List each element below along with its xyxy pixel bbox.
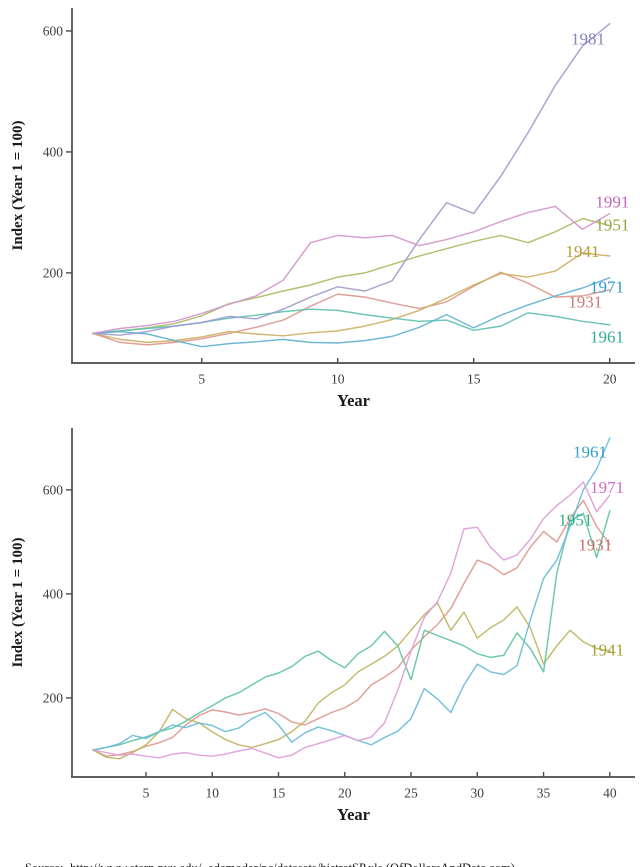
series-line-1991 [92,205,611,335]
series-line-1941 [92,602,611,760]
series-direct-label-1941: 1941 [590,641,624,660]
footer: Source: http://www.stern.nyu.edu/~adamod… [25,829,515,867]
footer-source-line: Source: http://www.stern.nyu.edu/~adamod… [25,861,515,867]
series-direct-label-1931: 1931 [568,292,602,311]
bottom-chart: 200 400 600 5 10 15 20 25 30 35 40 1931 1941 1951 1961… [10,428,635,820]
y-tick-label: 200 [43,690,64,705]
series-line-1971 [92,481,611,759]
series-direct-label-1961: 1961 [573,442,607,461]
x-tick-label: 10 [331,372,345,387]
series-direct-label-1951: 1951 [595,216,629,235]
y-tick-label: 600 [43,482,64,497]
x-axis-title: Year [337,805,370,820]
series-line-1941 [92,252,611,344]
x-tick-label: 25 [404,786,418,801]
series-line-1971 [92,276,611,348]
x-tick-label: 5 [198,372,205,387]
series-line-1951 [92,217,611,335]
series-direct-label-1931: 1931 [578,536,612,555]
series-line-1931 [92,499,611,757]
series-line-1981 [92,22,611,336]
x-tick-label: 30 [471,786,485,801]
series-direct-label-1941: 1941 [566,242,600,261]
x-axis-title: Year [337,391,370,410]
x-tick-label: 35 [537,786,551,801]
series-direct-label-1971: 1971 [590,277,624,296]
x-tick-label: 40 [603,786,617,801]
series-direct-label-1961: 1961 [590,327,624,346]
x-tick-label: 20 [338,786,352,801]
y-tick-label: 600 [43,23,64,38]
series-direct-label-1981: 1981 [571,29,605,48]
x-tick-label: 10 [205,786,219,801]
series-direct-label-1951: 1951 [558,511,592,530]
x-tick-label: 20 [603,372,617,387]
x-tick-label: 15 [467,372,481,387]
y-axis-title: Index (Year 1 = 100) [10,121,26,251]
x-tick-label: 15 [272,786,286,801]
y-tick-label: 400 [43,144,64,159]
top-chart: 200 400 600 5 10 15 20 1931 1941 1951 1961 1971 1981… [10,8,635,410]
series-direct-label-1971: 1971 [590,478,624,497]
y-tick-label: 400 [43,586,64,601]
y-axis-title: Index (Year 1 = 100) [10,538,26,668]
x-tick-label: 5 [143,786,150,801]
y-tick-label: 200 [43,265,64,280]
series-direct-label-1991: 1991 [595,193,629,212]
series-line-1931 [92,271,611,346]
